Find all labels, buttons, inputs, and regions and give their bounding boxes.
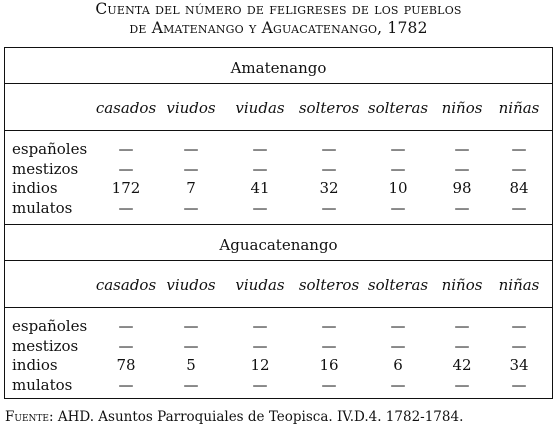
- table-cell: 12: [250, 356, 270, 374]
- source-note: Fuente: AHD. Asuntos Parroquiales de Teo…: [5, 409, 463, 425]
- table-cell: —: [118, 317, 134, 335]
- table-cell: —: [321, 140, 337, 158]
- column-header: solteras: [367, 99, 429, 117]
- table-cell: —: [252, 376, 268, 394]
- table-cell: —: [390, 317, 406, 335]
- column-header: solteras: [367, 276, 429, 294]
- table-cell: —: [252, 140, 268, 158]
- section-1-title-divider: [4, 83, 553, 84]
- table-cell: —: [183, 199, 199, 217]
- column-header: casados: [95, 99, 157, 117]
- table-cell: —: [511, 337, 527, 355]
- table-right-border: [552, 47, 553, 399]
- table-cell: —: [454, 376, 470, 394]
- column-header: niñas: [498, 99, 540, 117]
- table-cell: —: [118, 140, 134, 158]
- table-cell: —: [454, 160, 470, 178]
- table-cell: —: [321, 160, 337, 178]
- table-cell: —: [454, 317, 470, 335]
- table-cell: 172: [111, 179, 141, 197]
- table-cell: —: [511, 317, 527, 335]
- table-cell: —: [183, 337, 199, 355]
- row-label: mulatos: [12, 199, 73, 217]
- table-cell: —: [252, 337, 268, 355]
- table-cell: —: [511, 376, 527, 394]
- table-cell: 78: [116, 356, 136, 374]
- table-cell: —: [390, 160, 406, 178]
- table-cell: —: [454, 140, 470, 158]
- source-label: Fuente:: [5, 409, 54, 425]
- section-title-aguacatenango: Aguacatenango: [219, 236, 338, 254]
- row-label: mulatos: [12, 376, 73, 394]
- table-cell: —: [321, 337, 337, 355]
- column-header: niños: [441, 276, 483, 294]
- caption-line-2: de Amatenango y Aguacatenango, 1782: [129, 19, 428, 37]
- caption-line-1: Cuenta del número de feligreses de los p…: [95, 0, 462, 18]
- table-cell: —: [183, 317, 199, 335]
- column-header: viudas: [235, 276, 285, 294]
- table-cell: —: [511, 199, 527, 217]
- row-label: españoles: [12, 140, 88, 158]
- column-header: viudos: [166, 276, 216, 294]
- table-cell: 42: [452, 356, 472, 374]
- table-cell: 5: [186, 356, 196, 374]
- source-text: AHD. Asuntos Parroquiales de Teopisca. I…: [57, 409, 464, 425]
- column-header: casados: [95, 276, 157, 294]
- table-cell: —: [252, 317, 268, 335]
- column-header: niños: [441, 99, 483, 117]
- table-cell: —: [511, 160, 527, 178]
- row-label: indios: [12, 356, 58, 374]
- table-cell: —: [321, 199, 337, 217]
- table-cell: —: [118, 337, 134, 355]
- table-cell: —: [454, 199, 470, 217]
- column-header: solteros: [298, 276, 360, 294]
- table-cell: 34: [509, 356, 529, 374]
- table-cell: —: [390, 140, 406, 158]
- column-header: viudos: [166, 99, 216, 117]
- table-cell: —: [118, 199, 134, 217]
- table-cell: 7: [186, 179, 196, 197]
- column-header: viudas: [235, 99, 285, 117]
- table-cell: —: [118, 160, 134, 178]
- table-cell: 41: [250, 179, 270, 197]
- section-1-header-divider: [4, 130, 553, 131]
- row-label: indios: [12, 179, 58, 197]
- table-cell: 6: [393, 356, 403, 374]
- table-cell: —: [252, 160, 268, 178]
- table-cell: —: [183, 376, 199, 394]
- row-label: españoles: [12, 317, 88, 335]
- table-cell: —: [454, 337, 470, 355]
- table-cell: —: [321, 376, 337, 394]
- section-title-amatenango: Amatenango: [230, 59, 327, 77]
- table-cell: 32: [319, 179, 339, 197]
- column-header: solteros: [298, 99, 360, 117]
- table-cell: —: [390, 376, 406, 394]
- table-left-border: [4, 47, 5, 399]
- table-cell: 84: [509, 179, 529, 197]
- row-label: mestizos: [12, 160, 79, 178]
- table-cell: —: [118, 376, 134, 394]
- table-cell: —: [390, 337, 406, 355]
- section-2-header-divider: [4, 307, 553, 308]
- column-header: niñas: [498, 276, 540, 294]
- table-cell: —: [511, 140, 527, 158]
- section-2-title-divider: [4, 260, 553, 261]
- table-cell: —: [183, 160, 199, 178]
- table-cell: 10: [388, 179, 408, 197]
- row-label: mestizos: [12, 337, 79, 355]
- table-cell: 16: [319, 356, 339, 374]
- table-cell: —: [183, 140, 199, 158]
- table-cell: —: [321, 317, 337, 335]
- table-top-border: [4, 47, 553, 48]
- table-cell: 98: [452, 179, 472, 197]
- table-bottom-border: [4, 398, 553, 399]
- table-cell: —: [390, 199, 406, 217]
- section-separator: [4, 224, 553, 225]
- table-cell: —: [252, 199, 268, 217]
